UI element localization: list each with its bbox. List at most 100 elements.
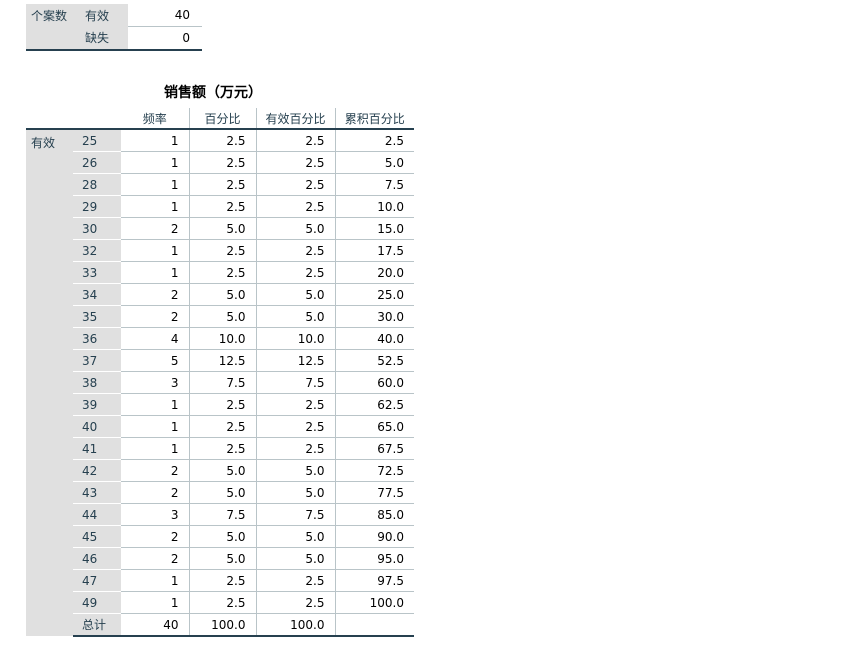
header-cumulative-percent: 累积百分比 [334,108,414,130]
frequency-cell: 1 [121,415,189,438]
value-label: 42 [73,459,121,482]
frequency-cell: 3 [121,371,189,394]
missing-label: 缺失 [80,26,128,51]
percent-cell: 7.5 [188,371,256,394]
value-label: 26 [73,151,121,174]
valid-percent-cell: 5.0 [255,217,335,240]
valid-percent-cell: 5.0 [255,547,335,570]
percent-cell: 5.0 [188,217,256,240]
total-percent: 100.0 [188,613,256,637]
value-label: 40 [73,415,121,438]
table-row: 46 2 5.0 5.0 95.0 [26,547,414,570]
percent-cell: 2.5 [188,239,256,262]
cumulative-percent-cell: 15.0 [334,217,414,240]
frequency-cell: 2 [121,547,189,570]
value-label: 28 [73,173,121,196]
value-label: 41 [73,437,121,460]
cumulative-percent-cell: 65.0 [334,415,414,438]
cumulative-percent-cell: 62.5 [334,393,414,416]
percent-cell: 2.5 [188,129,256,152]
cumulative-percent-cell: 95.0 [334,547,414,570]
percent-cell: 5.0 [188,459,256,482]
frequency-cell: 1 [121,195,189,218]
valid-percent-cell: 5.0 [255,525,335,548]
cumulative-percent-cell: 85.0 [334,503,414,526]
table-row: 有效 25 1 2.5 2.5 2.5 [26,129,414,636]
percent-cell: 12.5 [188,349,256,372]
value-label: 33 [73,261,121,284]
cumulative-percent-cell: 5.0 [334,151,414,174]
percent-cell: 5.0 [188,481,256,504]
valid-percent-cell: 7.5 [255,503,335,526]
total-frequency: 40 [121,613,189,637]
value-label: 47 [73,569,121,592]
frequency-cell: 1 [121,151,189,174]
value-label: 45 [73,525,121,548]
value-label: 39 [73,393,121,416]
frequency-cell: 1 [121,129,189,152]
table-row: 33 1 2.5 2.5 20.0 [26,261,414,284]
table-row: 49 1 2.5 2.5 100.0 [26,591,414,614]
cumulative-percent-cell: 17.5 [334,239,414,262]
header-percent: 百分比 [188,108,256,130]
frequency-cell: 3 [121,503,189,526]
header-valid-percent: 有效百分比 [255,108,335,130]
valid-percent-cell: 5.0 [255,305,335,328]
table-row: 45 2 5.0 5.0 90.0 [26,525,414,548]
frequency-cell: 1 [121,569,189,592]
table-row: 40 1 2.5 2.5 65.0 [26,415,414,438]
value-label: 37 [73,349,121,372]
table-row: 35 2 5.0 5.0 30.0 [26,305,414,328]
table-row: 36 4 10.0 10.0 40.0 [26,327,414,350]
table-row: 41 1 2.5 2.5 67.5 [26,437,414,460]
percent-cell: 2.5 [188,173,256,196]
valid-percent-cell: 7.5 [255,371,335,394]
percent-cell: 2.5 [188,261,256,284]
value-label: 44 [73,503,121,526]
value-label: 38 [73,371,121,394]
cumulative-percent-cell: 97.5 [334,569,414,592]
valid-percent-cell: 2.5 [255,261,335,284]
missing-value: 0 [128,26,202,51]
table-row: 39 1 2.5 2.5 62.5 [26,393,414,416]
value-label: 30 [73,217,121,240]
stats-row-valid: 个案数 有效 40 [26,4,202,27]
percent-cell: 2.5 [188,393,256,416]
valid-percent-cell: 10.0 [255,327,335,350]
cumulative-percent-cell: 100.0 [334,591,414,614]
n-label: 个案数 [26,4,80,27]
percent-cell: 10.0 [188,327,256,350]
cumulative-percent-cell: 20.0 [334,261,414,284]
frequency-cell: 1 [121,239,189,262]
cumulative-percent-cell: 72.5 [334,459,414,482]
value-label: 43 [73,481,121,504]
frequency-cell: 1 [121,591,189,614]
frequency-cell: 2 [121,459,189,482]
cumulative-percent-cell: 25.0 [334,283,414,306]
row-group-label: 有效 [26,129,73,636]
frequency-cell: 2 [121,525,189,548]
cumulative-percent-cell: 10.0 [334,195,414,218]
value-label: 36 [73,327,121,350]
percent-cell: 2.5 [188,437,256,460]
total-row: 总计 40 100.0 100.0 [26,613,414,637]
statistics-table: 个案数 有效 40 缺失 0 [26,4,202,51]
table-row: 38 3 7.5 7.5 60.0 [26,371,414,394]
percent-cell: 2.5 [188,195,256,218]
table-row: 30 2 5.0 5.0 15.0 [26,217,414,240]
table-row: 29 1 2.5 2.5 10.0 [26,195,414,218]
table-row: 32 1 2.5 2.5 17.5 [26,239,414,262]
header-frequency: 频率 [121,108,189,130]
frequency-cell: 1 [121,393,189,416]
cumulative-percent-cell: 67.5 [334,437,414,460]
valid-percent-cell: 2.5 [255,129,335,152]
cumulative-percent-cell: 2.5 [334,129,414,152]
valid-percent-cell: 2.5 [255,591,335,614]
cumulative-percent-cell: 30.0 [334,305,414,328]
percent-cell: 5.0 [188,525,256,548]
value-label: 29 [73,195,121,218]
stats-row-missing: 缺失 0 [26,26,202,51]
valid-percent-cell: 5.0 [255,283,335,306]
table-row: 37 5 12.5 12.5 52.5 [26,349,414,372]
value-label: 46 [73,547,121,570]
